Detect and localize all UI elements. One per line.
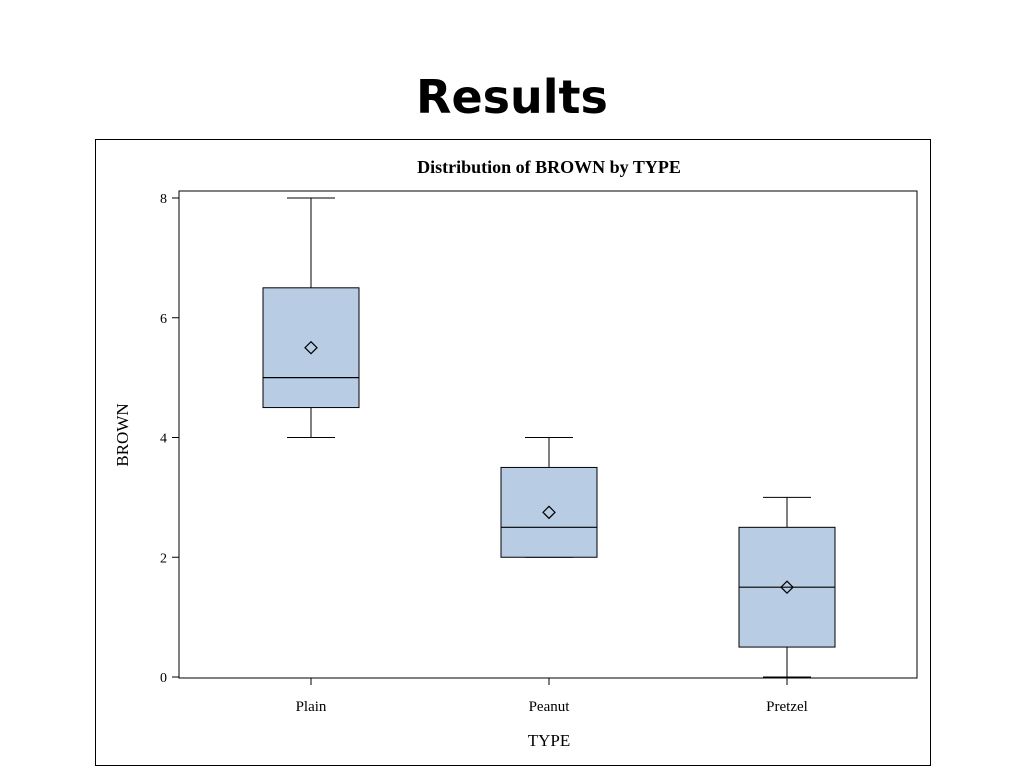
mean-marker <box>780 580 794 595</box>
y-axis-label: BROWN <box>113 403 132 466</box>
mean-marker <box>542 505 556 520</box>
y-tick-label: 8 <box>160 192 167 207</box>
box-pretzel <box>738 496 836 678</box>
iqr-box <box>500 466 598 558</box>
plot-area-frame <box>178 190 918 679</box>
box-series <box>262 197 836 678</box>
box-peanut <box>500 437 598 558</box>
box-plot-chart: Distribution of BROWN by TYPE 0 2 4 6 8 Plai… <box>113 157 918 750</box>
x-axis: Plain Peanut Pretzel <box>296 678 808 715</box>
iqr-box <box>262 287 360 409</box>
y-tick-label: 0 <box>160 671 167 686</box>
x-tick-label: Pretzel <box>766 699 808 715</box>
y-tick-label: 4 <box>160 432 167 447</box>
x-tick-label: Plain <box>296 699 327 715</box>
chart-title: Distribution of BROWN by TYPE <box>417 157 681 177</box>
y-axis: 0 2 4 6 8 <box>160 192 179 686</box>
box-plain <box>262 197 360 438</box>
y-tick-label: 2 <box>160 551 167 566</box>
x-tick-label: Peanut <box>529 699 571 715</box>
y-tick-label: 6 <box>160 312 167 327</box>
mean-marker <box>304 340 318 355</box>
slide-title: Results <box>416 70 608 124</box>
figure-frame: Distribution of BROWN by TYPE 0 2 4 6 8 Plai… <box>95 139 931 766</box>
x-axis-label: TYPE <box>528 731 571 750</box>
